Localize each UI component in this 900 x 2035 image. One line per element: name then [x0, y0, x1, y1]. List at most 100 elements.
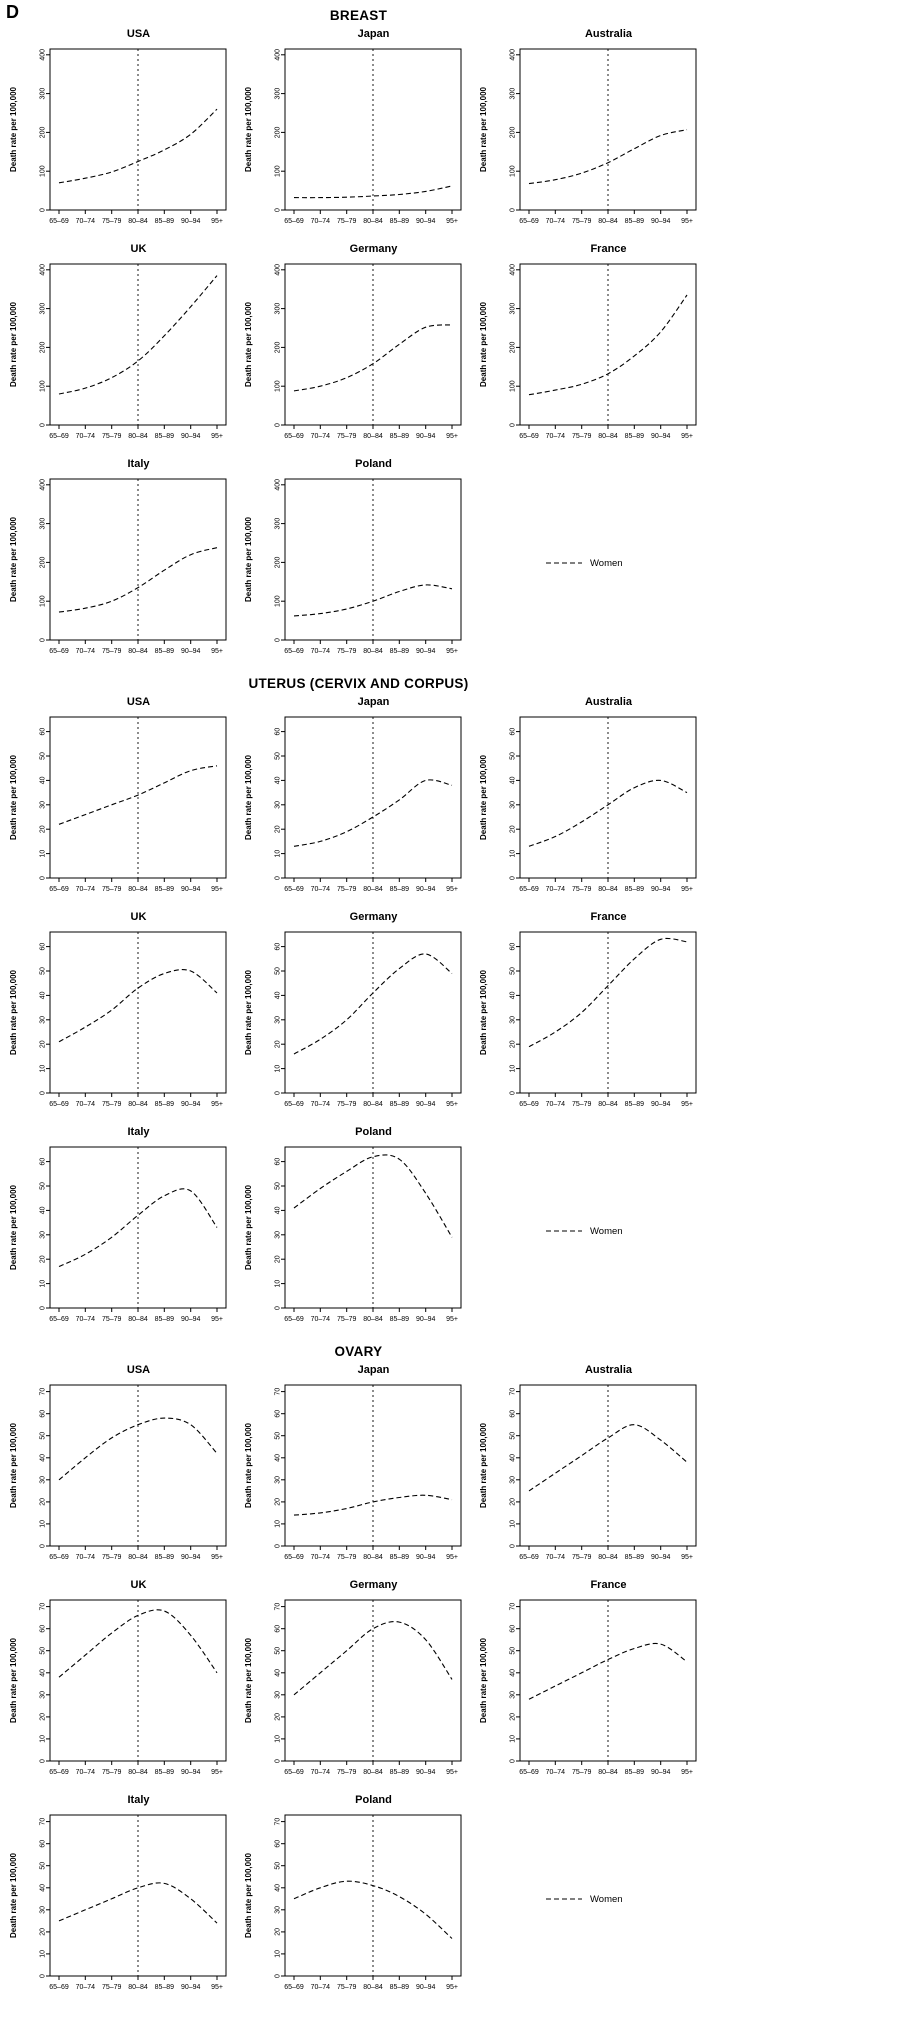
- svg-text:80–84: 80–84: [128, 1554, 148, 1561]
- svg-text:85–89: 85–89: [625, 218, 645, 225]
- svg-text:10: 10: [275, 1735, 282, 1743]
- chart-germany: Germany Death rate per 100,000 0 100 200 300 4…: [241, 242, 476, 453]
- women-series-line: [528, 1424, 688, 1492]
- svg-text:100: 100: [40, 595, 47, 607]
- svg-text:0: 0: [510, 1091, 517, 1095]
- svg-text:40: 40: [275, 1454, 282, 1462]
- svg-text:70–74: 70–74: [76, 218, 96, 225]
- svg-text:90–94: 90–94: [416, 886, 436, 893]
- svg-text:60: 60: [40, 1625, 47, 1633]
- svg-text:20: 20: [275, 1713, 282, 1721]
- chart-usa: USA Death rate per 100,000 0 10 20 30 40 50 60 70…: [6, 1363, 241, 1574]
- svg-text:75–79: 75–79: [337, 1101, 357, 1108]
- svg-text:70: 70: [275, 1818, 282, 1826]
- svg-text:65–69: 65–69: [519, 1101, 539, 1108]
- svg-text:300: 300: [510, 303, 517, 315]
- svg-text:40: 40: [275, 991, 282, 999]
- svg-text:90–94: 90–94: [181, 1984, 201, 1991]
- svg-text:50: 50: [510, 752, 517, 760]
- svg-text:75–79: 75–79: [102, 1101, 122, 1108]
- svg-text:90–94: 90–94: [416, 1984, 436, 1991]
- svg-text:70–74: 70–74: [546, 1769, 566, 1776]
- svg-text:0: 0: [40, 1306, 47, 1310]
- svg-text:90–94: 90–94: [181, 433, 201, 440]
- svg-text:90–94: 90–94: [181, 648, 201, 655]
- svg-text:65–69: 65–69: [49, 1984, 69, 1991]
- svg-text:85–89: 85–89: [390, 648, 410, 655]
- svg-text:90–94: 90–94: [181, 1101, 201, 1108]
- svg-text:0: 0: [40, 1759, 47, 1763]
- svg-text:100: 100: [275, 595, 282, 607]
- svg-text:85–89: 85–89: [390, 1984, 410, 1991]
- svg-text:65–69: 65–69: [284, 1769, 304, 1776]
- chart-australia: Australia Death rate per 100,000 0 10 20 30 40…: [476, 1363, 711, 1574]
- svg-text:70–74: 70–74: [311, 1984, 331, 1991]
- svg-text:60: 60: [275, 1625, 282, 1633]
- svg-text:200: 200: [40, 126, 47, 138]
- svg-text:40: 40: [510, 1669, 517, 1677]
- svg-text:70: 70: [275, 1603, 282, 1611]
- svg-text:65–69: 65–69: [49, 1769, 69, 1776]
- svg-text:50: 50: [510, 1432, 517, 1440]
- svg-text:40: 40: [275, 776, 282, 784]
- section-title: BREAST: [329, 8, 388, 23]
- svg-text:0: 0: [510, 1544, 517, 1548]
- svg-text:85–89: 85–89: [390, 886, 410, 893]
- svg-text:60: 60: [510, 1410, 517, 1418]
- svg-text:30: 30: [275, 1691, 282, 1699]
- svg-text:50: 50: [40, 1862, 47, 1870]
- women-series-line: [293, 779, 453, 847]
- chart-title: USA: [126, 28, 151, 40]
- svg-text:10: 10: [275, 1520, 282, 1528]
- svg-text:70: 70: [40, 1388, 47, 1396]
- chart-title: Germany: [349, 243, 398, 255]
- svg-text:50: 50: [275, 967, 282, 975]
- women-series-line: [293, 953, 453, 1055]
- svg-text:90–94: 90–94: [416, 1554, 436, 1561]
- svg-text:60: 60: [275, 1158, 282, 1166]
- svg-text:60: 60: [275, 1410, 282, 1418]
- svg-text:80–84: 80–84: [363, 218, 383, 225]
- svg-text:90–94: 90–94: [416, 433, 436, 440]
- svg-text:80–84: 80–84: [598, 1554, 618, 1561]
- svg-text:95+: 95+: [681, 1554, 693, 1561]
- chart-usa: USA Death rate per 100,000 0 100 200 300 400 65…: [6, 27, 241, 238]
- svg-text:70: 70: [40, 1818, 47, 1826]
- svg-text:85–89: 85–89: [155, 648, 175, 655]
- svg-text:80–84: 80–84: [363, 1769, 383, 1776]
- chart-canvas: Death rate per 100,000 0 10 20 30 40 50 60 65–69…: [244, 716, 462, 893]
- svg-text:65–69: 65–69: [284, 218, 304, 225]
- chart-title: Poland: [355, 1794, 392, 1806]
- y-axis-label: Death rate per 100,000: [244, 1852, 253, 1937]
- svg-text:80–84: 80–84: [363, 886, 383, 893]
- svg-text:70–74: 70–74: [311, 1101, 331, 1108]
- chart-poland: Poland Death rate per 100,000 0 10 20 30 40 50 6…: [241, 1125, 476, 1336]
- chart-canvas: Death rate per 100,000 0 10 20 30 40 50 60 70 65–…: [9, 1384, 227, 1561]
- svg-text:65–69: 65–69: [49, 433, 69, 440]
- y-axis-label: Death rate per 100,000: [9, 1852, 18, 1937]
- svg-text:50: 50: [40, 1432, 47, 1440]
- y-axis-label: Death rate per 100,000: [479, 86, 488, 171]
- svg-text:100: 100: [510, 165, 517, 177]
- chart-grid: USA Death rate per 100,000 0 10 20 30 40 50 60 70…: [6, 1363, 900, 2004]
- svg-text:65–69: 65–69: [49, 1316, 69, 1323]
- svg-text:0: 0: [40, 1974, 47, 1978]
- svg-text:85–89: 85–89: [155, 1984, 175, 1991]
- svg-text:80–84: 80–84: [128, 433, 148, 440]
- chart-poland: Poland Death rate per 100,000 0 100 200 300 40…: [241, 457, 476, 668]
- svg-text:85–89: 85–89: [155, 1316, 175, 1323]
- chart-italy: Italy Death rate per 100,000 0 100 200 300 400…: [6, 457, 241, 668]
- svg-text:80–84: 80–84: [128, 218, 148, 225]
- legend-swatch: Women: [545, 1226, 622, 1237]
- svg-text:80–84: 80–84: [363, 433, 383, 440]
- svg-text:30: 30: [510, 1691, 517, 1699]
- chart-title: Australia: [584, 1364, 633, 1376]
- svg-text:30: 30: [40, 1906, 47, 1914]
- svg-text:85–89: 85–89: [625, 433, 645, 440]
- svg-text:40: 40: [275, 1884, 282, 1892]
- svg-text:70: 70: [40, 1603, 47, 1611]
- svg-text:70: 70: [510, 1603, 517, 1611]
- svg-text:60: 60: [510, 943, 517, 951]
- svg-text:100: 100: [40, 165, 47, 177]
- svg-text:40: 40: [275, 1669, 282, 1677]
